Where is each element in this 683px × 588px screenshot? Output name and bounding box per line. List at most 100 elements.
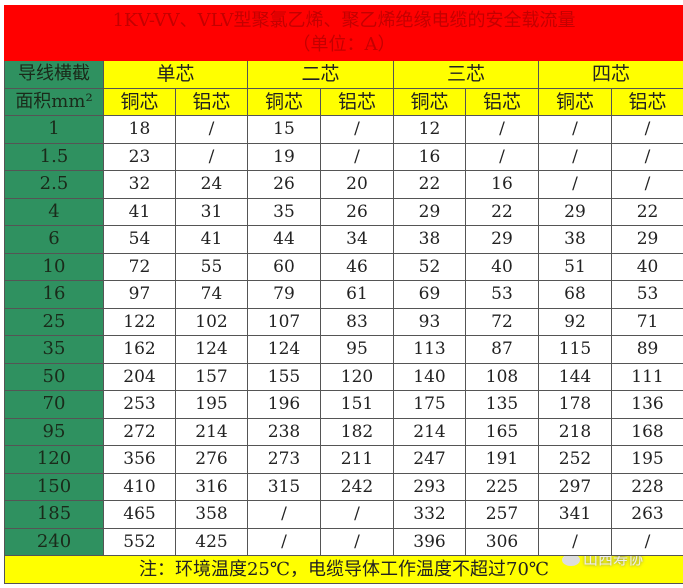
- ampacity-cell: /: [247, 527, 321, 556]
- footer-text: 注：环境温度25℃，电缆导体工作温度不超过70℃: [138, 558, 550, 580]
- cross-section-cell: 70: [4, 390, 104, 419]
- ampacity-cell: 79: [247, 280, 321, 309]
- ampacity-cell: 102: [175, 307, 248, 336]
- ampacity-cell: 29: [538, 197, 612, 226]
- ampacity-cell: 93: [393, 307, 466, 336]
- cross-section-cell: 10: [4, 252, 104, 281]
- ampacity-cell: 247: [393, 445, 466, 474]
- ampacity-cell: 425: [175, 527, 248, 556]
- ampacity-cell: 297: [538, 472, 612, 501]
- ampacity-cell: 332: [393, 500, 466, 529]
- ampacity-cell: 41: [175, 225, 248, 254]
- ampacity-cell: 12: [393, 115, 466, 144]
- ampacity-cell: 40: [610, 252, 683, 281]
- ampacity-cell: 44: [247, 225, 321, 254]
- ampacity-cell: 252: [538, 445, 612, 474]
- ampacity-cell: 155: [247, 362, 321, 391]
- ampacity-cell: 191: [465, 445, 539, 474]
- ampacity-cell: 38: [393, 225, 466, 254]
- ampacity-cell: 108: [465, 362, 539, 391]
- ampacity-cell: 214: [175, 417, 248, 446]
- ampacity-cell: 72: [103, 252, 176, 281]
- ampacity-cell: 26: [320, 197, 394, 226]
- cross-section-cell: 6: [4, 225, 104, 254]
- table-row: 16 97 74 79 61 69 53 68 53: [4, 280, 683, 309]
- table-row: 95 272 214 238 182 214 165 218 168: [4, 417, 683, 446]
- ampacity-cell: 26: [247, 170, 321, 199]
- ampacity-cell: 72: [465, 307, 539, 336]
- ampacity-cell: 120: [320, 362, 394, 391]
- ampacity-cell: 38: [538, 225, 612, 254]
- ampacity-cell: 107: [247, 307, 321, 336]
- cross-section-cell: 4: [4, 197, 104, 226]
- ampacity-cell: 29: [465, 225, 539, 254]
- ampacity-cell: 20: [320, 170, 394, 199]
- ampacity-cell: 136: [610, 390, 683, 419]
- cross-section-cell: 240: [4, 527, 104, 556]
- ampacity-cell: 356: [103, 445, 176, 474]
- sub-header: 铝芯: [320, 87, 394, 116]
- ampacity-cell: 225: [465, 472, 539, 501]
- side-header-top: 导线横截: [4, 60, 104, 89]
- ampacity-cell: 97: [103, 280, 176, 309]
- ampacity-cell: 83: [320, 307, 394, 336]
- title-line-1: 1KV-VV、VLV型聚氯乙烯、聚乙烯绝缘电缆的安全载流量: [112, 10, 576, 31]
- ampacity-cell: 23: [103, 142, 176, 171]
- ampacity-cell: 74: [175, 280, 248, 309]
- table-row: 4 41 31 35 26 29 22 29 22: [4, 197, 683, 226]
- group-header: 单芯: [103, 60, 248, 89]
- cross-section-cell: 150: [4, 472, 104, 501]
- ampacity-cell: 31: [175, 197, 248, 226]
- cross-section-cell: 16: [4, 280, 104, 309]
- ampacity-cell: /: [320, 115, 394, 144]
- ampacity-cell: 22: [465, 197, 539, 226]
- ampacity-cell: 24: [175, 170, 248, 199]
- cross-section-cell: 185: [4, 500, 104, 529]
- cross-section-cell: 35: [4, 335, 104, 364]
- ampacity-cell: 195: [610, 445, 683, 474]
- ampacity-cell: 95: [320, 335, 394, 364]
- ampacity-cell: 19: [247, 142, 321, 171]
- ampacity-cell: /: [175, 115, 248, 144]
- ampacity-cell: 68: [538, 280, 612, 309]
- table-row: 6 54 41 44 34 38 29 38 29: [4, 225, 683, 254]
- ampacity-cell: 341: [538, 500, 612, 529]
- ampacity-cell: 51: [538, 252, 612, 281]
- ampacity-cell: 53: [465, 280, 539, 309]
- wechat-icon: [562, 556, 581, 566]
- ampacity-cell: 16: [393, 142, 466, 171]
- ampacity-cell: 315: [247, 472, 321, 501]
- ampacity-cell: 22: [393, 170, 466, 199]
- ampacity-cell: /: [320, 142, 394, 171]
- ampacity-cell: 46: [320, 252, 394, 281]
- table-row: 50 204 157 155 120 140 108 144 111: [4, 362, 683, 391]
- ampacity-cell: 306: [465, 527, 539, 556]
- ampacity-cell: 178: [538, 390, 612, 419]
- title-line-2: （单位：A）: [292, 34, 396, 55]
- ampacity-cell: 111: [610, 362, 683, 391]
- cross-section-cell: 2.5: [4, 170, 104, 199]
- sub-header: 铜芯: [247, 87, 321, 116]
- ampacity-cell: 196: [247, 390, 321, 419]
- sub-header: 铝芯: [175, 87, 248, 116]
- table-row: 25 122 102 107 83 93 72 92 71: [4, 307, 683, 336]
- cross-section-cell: 25: [4, 307, 104, 336]
- ampacity-cell: 276: [175, 445, 248, 474]
- ampacity-cell: 465: [103, 500, 176, 529]
- ampacity-cell: 15: [247, 115, 321, 144]
- ampacity-cell: /: [610, 115, 683, 144]
- ampacity-cell: 32: [103, 170, 176, 199]
- watermark-text: 山西寿协: [583, 555, 644, 569]
- cross-section-cell: 95: [4, 417, 104, 446]
- ampacity-cell: 214: [393, 417, 466, 446]
- sub-header: 铜芯: [103, 87, 176, 116]
- group-header: 三芯: [393, 60, 539, 89]
- ampacity-cell: 22: [610, 197, 683, 226]
- group-header: 四芯: [537, 60, 683, 89]
- ampacity-cell: /: [320, 500, 394, 529]
- ampacity-cell: 69: [393, 280, 466, 309]
- ampacity-cell: 144: [538, 362, 612, 391]
- cross-section-cell: 120: [4, 445, 104, 474]
- table-row: 10 72 55 60 46 52 40 51 40: [4, 252, 683, 281]
- table-row: 150 410 316 315 242 293 225 297 228: [4, 472, 683, 501]
